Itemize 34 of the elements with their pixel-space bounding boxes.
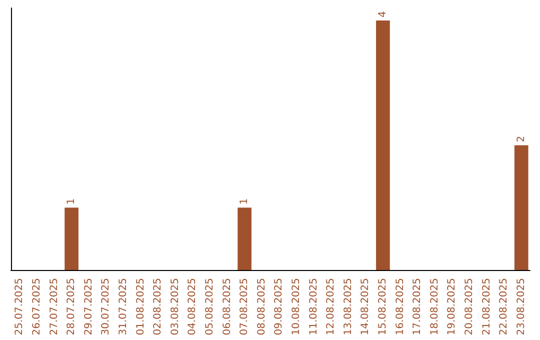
x-tick-label: 01.08.2025: [135, 278, 146, 336]
x-tick-label: 14.08.2025: [360, 278, 372, 336]
x-tick-label: 05.08.2025: [204, 278, 216, 336]
x-tick-label: 04.08.2025: [187, 278, 198, 336]
x-tick-label: 19.08.2025: [446, 278, 458, 336]
x-tick-label: 25.07.2025: [14, 278, 26, 336]
x-tick-label: 16.08.2025: [394, 278, 406, 336]
x-tick-label: 29.07.2025: [83, 278, 94, 336]
x-tick-label: 09.08.2025: [274, 278, 285, 336]
x-tick-label: 31.07.2025: [118, 278, 129, 336]
x-tick-label: 07.08.2025: [239, 278, 250, 336]
x-tick-label: 10.08.2025: [290, 278, 302, 336]
x-tick-label: 17.08.2025: [412, 278, 424, 336]
x-tick-label: 11.08.2025: [308, 278, 320, 336]
x-tick-label: 27.07.2025: [48, 278, 60, 336]
x-tick-label: 20.08.2025: [464, 278, 475, 336]
x-tick-label: 21.08.2025: [481, 278, 492, 336]
data-label: 1: [239, 198, 250, 205]
data-label: 4: [377, 11, 388, 18]
x-tick-label: 26.07.2025: [31, 278, 42, 336]
x-tick-label: 08.08.2025: [256, 278, 268, 336]
data-label: 2: [516, 136, 527, 142]
x-tick-label: 03.08.2025: [170, 278, 181, 336]
x-tick-label: 02.08.2025: [152, 278, 164, 336]
x-tick-label: 18.08.2025: [429, 278, 440, 336]
x-tick-label: 15.08.2025: [377, 278, 388, 336]
x-tick-label: 30.07.2025: [100, 278, 112, 336]
x-tick-label: 22.08.2025: [498, 278, 510, 336]
data-label: 1: [66, 198, 78, 205]
x-tick-label: 28.07.2025: [66, 278, 78, 336]
x-tick-label: 12.08.2025: [326, 278, 337, 336]
x-tick-label: 23.08.2025: [516, 278, 527, 336]
x-tick-label: 13.08.2025: [342, 278, 354, 336]
x-tick-label: 06.08.2025: [222, 278, 233, 336]
